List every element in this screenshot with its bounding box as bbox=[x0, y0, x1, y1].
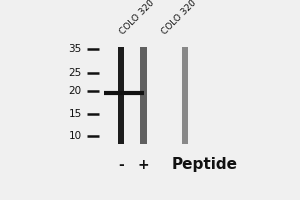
Text: 20: 20 bbox=[68, 86, 82, 96]
Text: 10: 10 bbox=[68, 131, 82, 141]
Text: 15: 15 bbox=[68, 109, 82, 119]
Text: -: - bbox=[118, 158, 124, 172]
Text: Peptide: Peptide bbox=[172, 157, 238, 172]
Bar bbox=[182, 47, 188, 144]
Text: 35: 35 bbox=[68, 44, 82, 54]
Text: COLO 320: COLO 320 bbox=[160, 0, 198, 36]
Text: COLO 320: COLO 320 bbox=[118, 0, 156, 36]
Bar bbox=[140, 47, 146, 144]
Bar bbox=[118, 47, 124, 144]
Text: 25: 25 bbox=[68, 68, 82, 78]
Text: +: + bbox=[137, 158, 149, 172]
